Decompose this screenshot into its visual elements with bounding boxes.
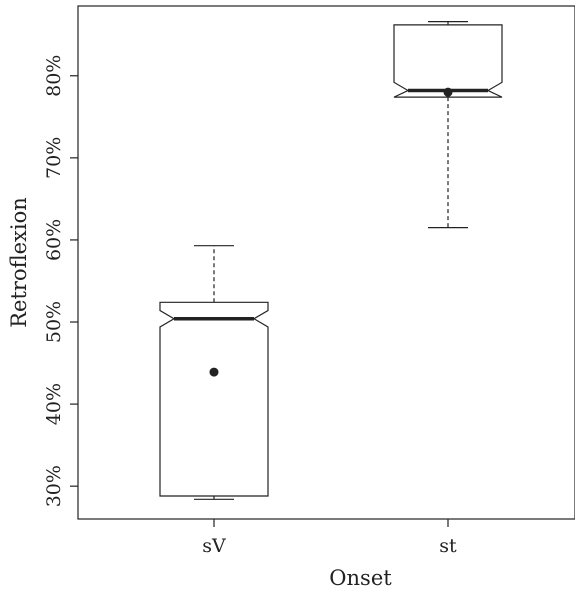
y-tick-label: 30% (43, 465, 65, 507)
x-tick-label: sV (202, 535, 226, 557)
y-tick-label: 80% (43, 55, 65, 97)
x-tick-label: st (439, 535, 457, 557)
mean-point (209, 367, 219, 377)
plot-area: 30% 40% 50% 60% 70% 80% sV st Onset Retroflexion (7, 5, 575, 590)
box-st (393, 24, 503, 98)
plot-frame (77, 5, 575, 520)
x-axis-title: Onset (329, 566, 392, 590)
y-tick-label: 60% (43, 219, 65, 261)
y-tick-label: 70% (43, 137, 65, 179)
y-axis-title: Retroflexion (7, 197, 31, 328)
mean-point (443, 87, 453, 97)
box-sV (159, 301, 269, 497)
y-tick-label: 50% (43, 301, 65, 343)
y-tick-label: 40% (43, 383, 65, 425)
